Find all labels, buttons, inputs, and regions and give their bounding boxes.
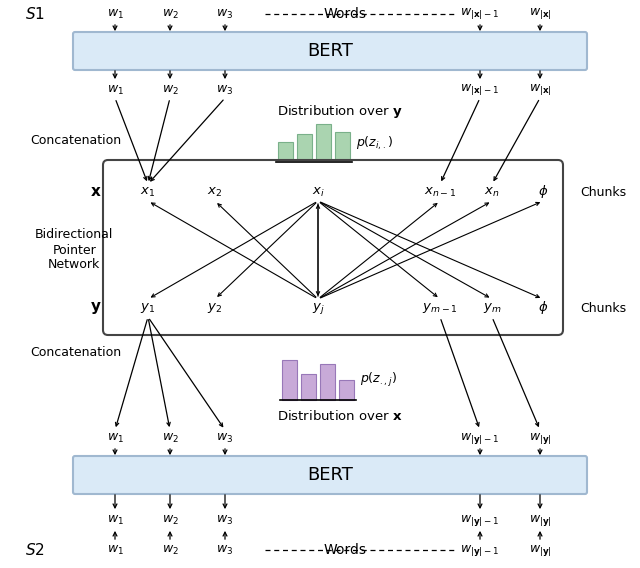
Bar	[335, 132, 350, 162]
Text: $y_m$: $y_m$	[483, 301, 501, 315]
Text: $w_{|\mathbf{x}|}$: $w_{|\mathbf{x}|}$	[529, 6, 551, 22]
Text: $x_{n-1}$: $x_{n-1}$	[424, 185, 456, 199]
FancyBboxPatch shape	[103, 160, 563, 335]
Text: $w_1$: $w_1$	[106, 513, 124, 527]
Text: $y_1$: $y_1$	[140, 301, 156, 315]
Text: $p(z_{.,j})$: $p(z_{.,j})$	[360, 371, 397, 389]
Text: $w_{|\mathbf{x}|-1}$: $w_{|\mathbf{x}|-1}$	[460, 6, 500, 22]
Text: $w_1$: $w_1$	[106, 544, 124, 557]
Text: Distribution over $\mathbf{x}$: Distribution over $\mathbf{x}$	[277, 409, 403, 423]
Text: $x_1$: $x_1$	[140, 185, 156, 199]
Text: $S2$: $S2$	[25, 542, 45, 558]
Text: $w_2$: $w_2$	[161, 513, 179, 527]
Text: $w_{|\mathbf{y}|-1}$: $w_{|\mathbf{y}|-1}$	[460, 512, 500, 528]
Text: $w_2$: $w_2$	[161, 544, 179, 557]
Text: $x_2$: $x_2$	[207, 185, 223, 199]
Text: $w_{|\mathbf{x}|}$: $w_{|\mathbf{x}|}$	[529, 82, 551, 98]
Text: $w_1$: $w_1$	[106, 432, 124, 445]
FancyBboxPatch shape	[73, 32, 587, 70]
Text: $y_{m-1}$: $y_{m-1}$	[422, 301, 458, 315]
Bar	[278, 142, 293, 162]
Text: $p(z_{i,.})$: $p(z_{i,.})$	[356, 135, 393, 152]
Text: $x_i$: $x_i$	[312, 185, 324, 199]
Text: $w_{|\mathbf{y}|-1}$: $w_{|\mathbf{y}|-1}$	[460, 542, 500, 558]
Text: $w_2$: $w_2$	[161, 7, 179, 20]
Text: Concatenation: Concatenation	[30, 133, 121, 147]
Text: $w_2$: $w_2$	[161, 432, 179, 445]
Text: Chunks: Chunks	[580, 302, 626, 315]
Text: $w_{|\mathbf{y}|}$: $w_{|\mathbf{y}|}$	[529, 542, 552, 558]
Text: $\mathbf{y}$: $\mathbf{y}$	[90, 300, 102, 316]
Text: $w_3$: $w_3$	[216, 544, 234, 557]
Text: $x_n$: $x_n$	[484, 185, 500, 199]
Text: $w_3$: $w_3$	[216, 513, 234, 527]
Text: Words: Words	[323, 7, 367, 21]
Bar	[282, 360, 297, 400]
Text: BERT: BERT	[307, 42, 353, 60]
Text: $w_2$: $w_2$	[161, 83, 179, 97]
FancyBboxPatch shape	[73, 456, 587, 494]
Text: Words: Words	[323, 543, 367, 557]
Text: Concatenation: Concatenation	[30, 345, 121, 358]
Text: $S1$: $S1$	[25, 6, 45, 22]
Text: $y_2$: $y_2$	[207, 301, 223, 315]
Text: Chunks: Chunks	[580, 186, 626, 198]
Text: $w_1$: $w_1$	[106, 83, 124, 97]
Bar	[316, 124, 331, 162]
Bar	[320, 364, 335, 400]
Text: $w_3$: $w_3$	[216, 83, 234, 97]
Text: Distribution over $\mathbf{y}$: Distribution over $\mathbf{y}$	[277, 103, 403, 120]
Text: $w_3$: $w_3$	[216, 7, 234, 20]
Text: Bidirectional
Pointer
Network: Bidirectional Pointer Network	[35, 228, 113, 272]
Text: $w_{|\mathbf{y}|}$: $w_{|\mathbf{y}|}$	[529, 431, 552, 445]
Text: $w_1$: $w_1$	[106, 7, 124, 20]
Text: $\phi$: $\phi$	[538, 299, 548, 316]
Text: $y_j$: $y_j$	[312, 300, 324, 315]
Text: $w_{|\mathbf{y}|}$: $w_{|\mathbf{y}|}$	[529, 512, 552, 528]
Bar	[301, 374, 316, 400]
Text: $w_{|\mathbf{x}|-1}$: $w_{|\mathbf{x}|-1}$	[460, 82, 500, 98]
Text: BERT: BERT	[307, 466, 353, 484]
Text: $w_3$: $w_3$	[216, 432, 234, 445]
Text: $\phi$: $\phi$	[538, 183, 548, 201]
Bar	[339, 380, 354, 400]
Text: $\mathbf{x}$: $\mathbf{x}$	[90, 185, 102, 199]
Text: $w_{|\mathbf{y}|-1}$: $w_{|\mathbf{y}|-1}$	[460, 431, 500, 445]
Bar	[297, 134, 312, 162]
